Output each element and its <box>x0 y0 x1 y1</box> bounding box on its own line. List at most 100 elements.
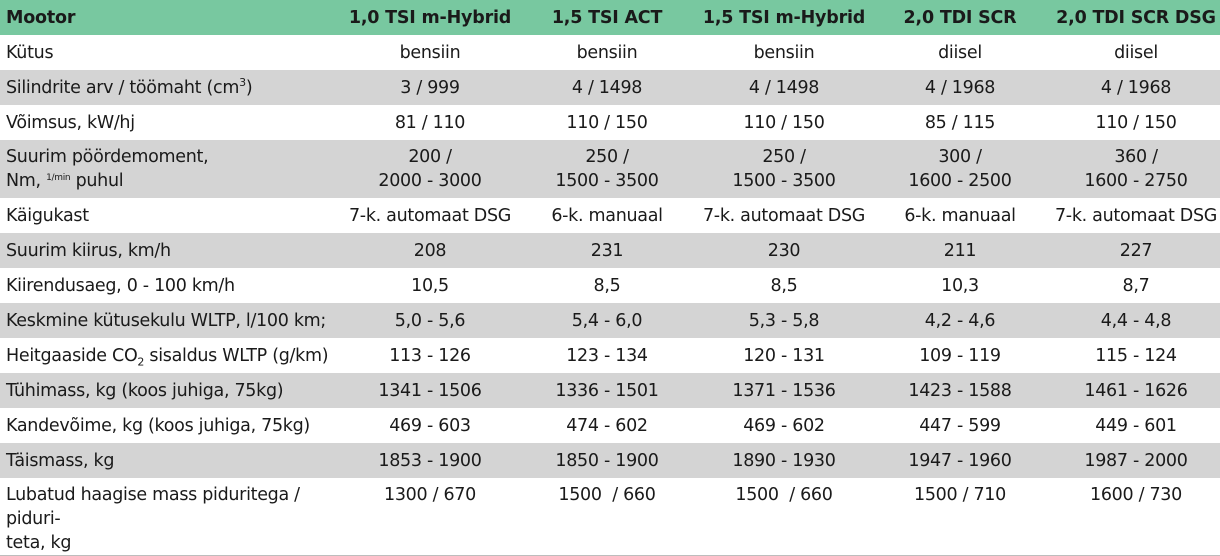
table-cell: 8,5 <box>593 276 621 296</box>
table-row: Keskmine kütusekulu WLTP, l/100 km; 5,0 … <box>0 303 1220 338</box>
table-cell: 120 - 131 <box>743 346 825 366</box>
table-cell: 110 / 150 <box>1095 113 1177 133</box>
table-cell: 447 - 599 <box>919 416 1001 436</box>
row-label: Lubatud haagise mass piduritega / piduri… <box>0 478 340 556</box>
table-cell: 6-k. manuaal <box>551 206 663 226</box>
table-cell: 8,5 <box>770 276 798 296</box>
table-cell: 113 - 126 <box>389 346 471 366</box>
table-cell: 208 <box>340 233 514 268</box>
table-cell: 4 / 1498 <box>514 70 694 105</box>
cell-line2: 1500 - 3500 <box>732 171 836 191</box>
row-label: Silindrite arv / töömaht (cm3) <box>0 70 340 105</box>
row-label: Täismass, kg <box>0 443 340 478</box>
table-cell: 230 <box>694 233 868 268</box>
table-cell: 110 / 150 <box>566 113 648 133</box>
table-cell: 4,2 - 4,6 <box>868 303 1046 338</box>
table-cell: diisel <box>938 43 982 63</box>
table-cell: bensiin <box>576 43 638 63</box>
table-cell: 7-k. automaat DSG <box>702 206 866 226</box>
row-label-line1: Lubatud haagise mass piduritega / piduri… <box>6 485 300 529</box>
table-cell: 1336 - 1501 <box>514 373 694 408</box>
header-label: Mootor <box>0 0 340 35</box>
table-row: Silindrite arv / töömaht (cm3) 3 / 999 4… <box>0 70 1220 105</box>
table-cell: 4 / 1498 <box>694 70 868 105</box>
engine-header: 1,5 TSI m-Hybrid <box>694 0 868 35</box>
table-cell: 4 / 1968 <box>1046 70 1220 105</box>
table-cell: 227 <box>1046 233 1220 268</box>
table-cell: 6-k. manuaal <box>904 206 1016 226</box>
engine-header: 2,0 TDI SCR DSG <box>1046 0 1220 35</box>
row-label-subscript: 2 <box>137 355 145 369</box>
table-cell: 123 - 134 <box>566 346 648 366</box>
cell-line1: 250 / <box>762 147 806 167</box>
table-cell: diisel <box>1114 43 1158 63</box>
table-cell: 250 / 1500 - 3500 <box>694 140 868 198</box>
row-label-superscript: 3 <box>239 76 246 90</box>
row-label-text-end: sisaldus WLTP (g/km) <box>144 346 329 366</box>
row-label: Võimsus, kW/hj <box>6 113 135 133</box>
table-row: Täismass, kg 1853 - 1900 1850 - 1900 189… <box>0 443 1220 478</box>
table-cell: 5,0 - 5,6 <box>340 303 514 338</box>
cell-line1: 250 / <box>585 147 629 167</box>
table-cell: 5,4 - 6,0 <box>514 303 694 338</box>
table-cell: bensiin <box>753 43 815 63</box>
table-cell: 1500 / 660 <box>735 485 833 505</box>
table-cell: 115 - 124 <box>1095 346 1177 366</box>
table-cell: 449 - 601 <box>1095 416 1177 436</box>
row-label-text: Heitgaaside CO <box>6 346 138 366</box>
table-row: Kiirendusaeg, 0 - 100 km/h 10,5 8,5 8,5 … <box>0 268 1220 303</box>
engine-header: 2,0 TDI SCR <box>868 0 1046 35</box>
table-cell: 1500 / 710 <box>914 485 1006 505</box>
table-cell: 1341 - 1506 <box>340 373 514 408</box>
row-label-superscript: 1/min <box>46 173 71 183</box>
cell-line2: 1600 - 2500 <box>908 171 1012 191</box>
table-cell: 200 / 2000 - 3000 <box>340 140 514 198</box>
table-cell: 109 - 119 <box>919 346 1001 366</box>
table-cell: 110 / 150 <box>743 113 825 133</box>
row-label: Heitgaaside CO2 sisaldus WLTP (g/km) <box>0 338 340 373</box>
table-cell: 469 - 602 <box>743 416 825 436</box>
table-cell: 5,3 - 5,8 <box>694 303 868 338</box>
table-cell: 1853 - 1900 <box>340 443 514 478</box>
engine-header: 1,5 TSI ACT <box>514 0 694 35</box>
row-label-line2: teta, kg <box>6 533 72 553</box>
table-cell: 1500 / 660 <box>558 485 656 505</box>
row-label: Tühimass, kg (koos juhiga, 75kg) <box>0 373 340 408</box>
row-label: Kiirendusaeg, 0 - 100 km/h <box>6 276 235 296</box>
row-label: Kütus <box>6 43 54 63</box>
row-label: Suurim pöördemoment, Nm, 1/min puhul <box>0 140 340 198</box>
table-cell: 1371 - 1536 <box>694 373 868 408</box>
table-cell: 211 <box>868 233 1046 268</box>
row-label-text: Silindrite arv / töömaht (cm <box>6 78 240 98</box>
table-cell: bensiin <box>399 43 461 63</box>
engine-header: 1,0 TSI m-Hybrid <box>340 0 514 35</box>
table-cell: 10,3 <box>941 276 979 296</box>
table-cell: 7-k. automaat DSG <box>1054 206 1218 226</box>
table-cell: 3 / 999 <box>340 70 514 105</box>
cell-line2: 1600 - 2750 <box>1084 171 1188 191</box>
table-row: Heitgaaside CO2 sisaldus WLTP (g/km) 113… <box>0 338 1220 373</box>
table-cell: 1947 - 1960 <box>868 443 1046 478</box>
table-cell: 300 / 1600 - 2500 <box>868 140 1046 198</box>
table-cell: 250 / 1500 - 3500 <box>514 140 694 198</box>
table-cell: 360 / 1600 - 2750 <box>1046 140 1220 198</box>
table-row: Kandevõime, kg (koos juhiga, 75kg) 469 -… <box>0 408 1220 443</box>
table-row: Võimsus, kW/hj 81 / 110 110 / 150 110 / … <box>0 105 1220 140</box>
row-label: Keskmine kütusekulu WLTP, l/100 km; <box>0 303 340 338</box>
table-row: Käigukast 7-k. automaat DSG 6-k. manuaal… <box>0 198 1220 233</box>
table-cell: 231 <box>514 233 694 268</box>
row-label-line2-end: puhul <box>70 171 124 191</box>
table-row: Suurim kiirus, km/h 208 231 230 211 227 <box>0 233 1220 268</box>
table-cell: 1461 - 1626 <box>1046 373 1220 408</box>
table-row: Lubatud haagise mass piduritega / piduri… <box>0 478 1220 556</box>
row-label: Suurim kiirus, km/h <box>0 233 340 268</box>
table-cell: 4 / 1968 <box>868 70 1046 105</box>
table-cell: 474 - 602 <box>566 416 648 436</box>
table-cell: 1300 / 670 <box>384 485 476 505</box>
table-row: Kütus bensiin bensiin bensiin diisel dii… <box>0 35 1220 70</box>
table-cell: 1850 - 1900 <box>514 443 694 478</box>
table-cell: 85 / 115 <box>924 113 996 133</box>
table-cell: 469 - 603 <box>389 416 471 436</box>
table-row: Suurim pöördemoment, Nm, 1/min puhul 200 … <box>0 140 1220 198</box>
